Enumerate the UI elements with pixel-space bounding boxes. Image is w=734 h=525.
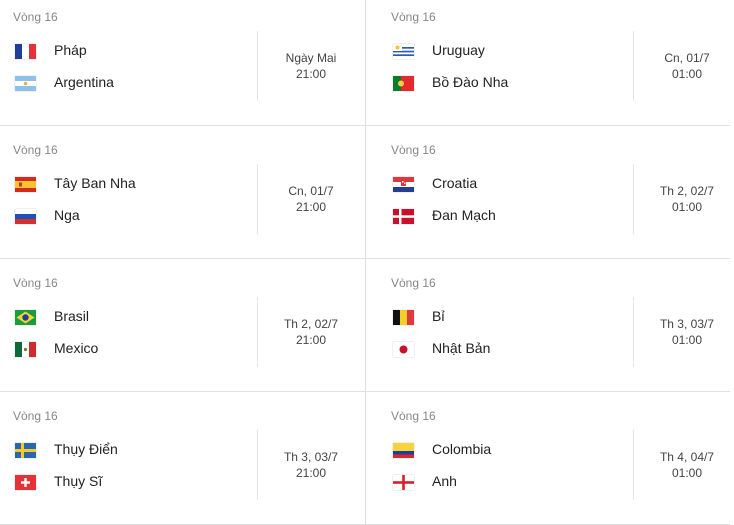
round-label: Vòng 16: [391, 276, 436, 290]
brazil-flag-icon: [15, 309, 36, 325]
match-time: Cn, 01/7 01:00: [637, 50, 734, 82]
round-label: Vòng 16: [391, 409, 436, 423]
team-row[interactable]: [15, 307, 36, 327]
portugal-flag-icon: [393, 75, 414, 91]
team-name: Tây Ban Nha: [54, 175, 136, 191]
divider: [633, 31, 634, 101]
divider: [257, 430, 258, 500]
sweden-flag-icon: [15, 442, 36, 458]
france-flag-icon: [15, 43, 36, 59]
match-hour: 01:00: [671, 333, 703, 347]
denmark-flag-icon: [393, 208, 414, 224]
team-row[interactable]: [15, 440, 36, 460]
team-name: Croatia: [432, 175, 478, 191]
divider: [633, 164, 634, 234]
match-hour: 21:00: [295, 466, 327, 480]
team-row[interactable]: [393, 307, 414, 327]
match-hour: 01:00: [671, 466, 703, 480]
match-date: Th 2, 02/7: [659, 184, 715, 198]
match-card[interactable]: Vòng 16 Bỉ Nhật Bản Th 3, 03/7 01:00: [365, 259, 730, 392]
match-date: Th 2, 02/7: [283, 317, 339, 331]
round-label: Vòng 16: [13, 276, 58, 290]
team-name: Thụy Điển: [54, 441, 118, 457]
team-row[interactable]: [393, 440, 414, 460]
match-date: Th 3, 03/7: [283, 450, 339, 464]
team-name: Nhật Bản: [432, 340, 491, 356]
divider: [257, 164, 258, 234]
match-hour: 01:00: [671, 200, 703, 214]
team-row[interactable]: [15, 174, 36, 194]
match-date: Cn, 01/7: [288, 184, 334, 198]
belgium-flag-icon: [393, 309, 414, 325]
team-name: Anh: [432, 473, 457, 489]
match-date: Th 4, 04/7: [659, 450, 715, 464]
team-row[interactable]: [15, 73, 36, 93]
team-row[interactable]: [393, 73, 414, 93]
match-hour: 21:00: [295, 333, 327, 347]
spain-flag-icon: [15, 176, 36, 192]
match-card[interactable]: Vòng 16 Colombia Anh Th 4, 04/7 01:00: [365, 392, 730, 525]
match-date: Ngày Mai: [285, 51, 337, 65]
match-time: Cn, 01/7 21:00: [261, 183, 361, 215]
round-label: Vòng 16: [391, 10, 436, 24]
match-card[interactable]: Vòng 16 Uruguay Bồ Đào Nha Cn, 01/7 01:0…: [365, 0, 730, 126]
team-row[interactable]: [15, 472, 36, 492]
divider: [633, 297, 634, 367]
croatia-flag-icon: [393, 176, 414, 192]
round-label: Vòng 16: [13, 143, 58, 157]
team-name: Mexico: [54, 340, 99, 356]
mexico-flag-icon: [15, 341, 36, 357]
match-card[interactable]: Vòng 16 Croatia Đan Mạch Th 2, 02/7 01:0…: [365, 126, 730, 259]
match-time: Th 2, 02/7 01:00: [637, 183, 734, 215]
divider: [257, 31, 258, 101]
match-card[interactable]: Vòng 16 Thụy Điển Thụy Sĩ Th 3, 03/7 21:…: [0, 392, 365, 525]
match-card[interactable]: Vòng 16 Tây Ban Nha Nga Cn, 01/7 21:00: [0, 126, 365, 259]
match-time: Th 3, 03/7 01:00: [637, 316, 734, 348]
team-name: Nga: [54, 207, 80, 223]
match-date: Th 3, 03/7: [659, 317, 715, 331]
round-label: Vòng 16: [391, 143, 436, 157]
team-row[interactable]: [15, 339, 36, 359]
team-name: Colombia: [432, 441, 492, 457]
divider: [257, 297, 258, 367]
round-label: Vòng 16: [13, 10, 58, 24]
colombia-flag-icon: [393, 442, 414, 458]
team-name: Argentina: [54, 74, 114, 90]
team-row[interactable]: [15, 41, 36, 61]
match-card[interactable]: Vòng 16 Pháp Argentina Ngày Mai 21:00: [0, 0, 365, 126]
match-hour: 01:00: [671, 67, 703, 81]
team-row[interactable]: [393, 174, 414, 194]
team-name: Pháp: [54, 42, 87, 58]
team-row[interactable]: [393, 206, 414, 226]
team-name: Bỉ: [432, 308, 445, 324]
team-name: Uruguay: [432, 42, 485, 58]
russia-flag-icon: [15, 208, 36, 224]
team-name: Thụy Sĩ: [54, 473, 103, 489]
match-hour: 21:00: [295, 67, 327, 81]
uruguay-flag-icon: [393, 43, 414, 59]
match-date: Cn, 01/7: [664, 51, 710, 65]
match-card[interactable]: Vòng 16 Brasil Mexico Th 2, 02/7 21:00: [0, 259, 365, 392]
round-label: Vòng 16: [13, 409, 58, 423]
match-time: Ngày Mai 21:00: [261, 50, 361, 82]
team-row[interactable]: [393, 339, 414, 359]
team-name: Bồ Đào Nha: [432, 74, 509, 90]
divider: [633, 430, 634, 500]
team-row[interactable]: [15, 206, 36, 226]
switzerland-flag-icon: [15, 474, 36, 490]
match-hour: 21:00: [295, 200, 327, 214]
match-time: Th 2, 02/7 21:00: [261, 316, 361, 348]
team-name: Brasil: [54, 308, 90, 324]
argentina-flag-icon: [15, 75, 36, 91]
japan-flag-icon: [393, 341, 414, 357]
match-time: Th 3, 03/7 21:00: [261, 449, 361, 481]
team-name: Đan Mạch: [432, 207, 496, 223]
team-row[interactable]: [393, 472, 414, 492]
match-time: Th 4, 04/7 01:00: [637, 449, 734, 481]
team-row[interactable]: [393, 41, 414, 61]
england-flag-icon: [393, 474, 414, 490]
